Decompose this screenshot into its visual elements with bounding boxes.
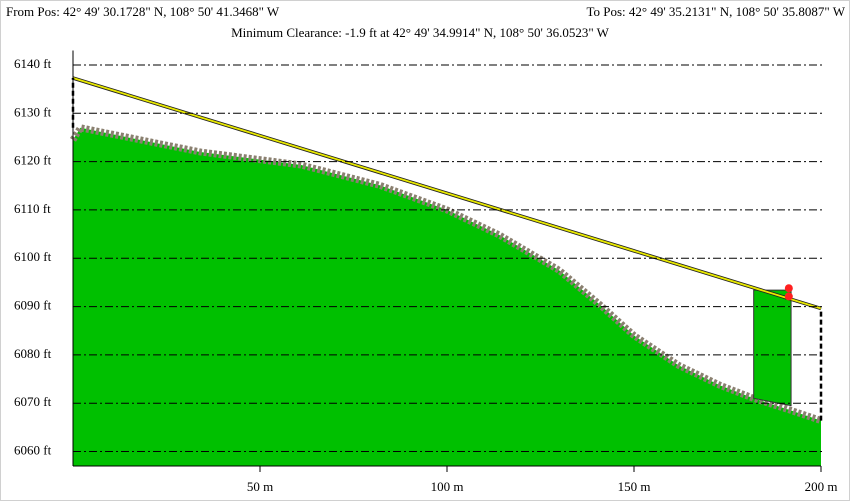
x-tick-label: 100 m [431,479,464,494]
y-tick-label: 6070 ft [14,394,52,409]
obstacle [753,289,792,407]
y-tick-label: 6130 ft [14,104,52,119]
y-tick-label: 6090 ft [14,298,52,313]
x-tick-label: 50 m [247,479,273,494]
subtitle: Minimum Clearance: -1.9 ft at 42° 49' 34… [231,25,610,40]
line-of-sight-core [72,77,822,310]
y-tick-label: 6110 ft [14,201,51,216]
clearance-point [784,292,793,301]
terrain-area [73,127,821,467]
y-tick-label: 6080 ft [14,346,52,361]
y-tick-label: 6140 ft [14,56,52,71]
y-tick-label: 6100 ft [14,249,52,264]
y-tick-label: 6060 ft [14,442,52,457]
y-tick-label: 6120 ft [14,153,52,168]
terrain-surface [70,124,823,424]
clearance-point [784,284,793,293]
x-tick-label: 150 m [618,479,651,494]
from-pos: From Pos: 42° 49' 30.1728" N, 108° 50' 4… [6,4,280,19]
x-tick-label: 200 m [805,479,838,494]
to-pos: To Pos: 42° 49' 35.2131" N, 108° 50' 35.… [586,4,845,19]
